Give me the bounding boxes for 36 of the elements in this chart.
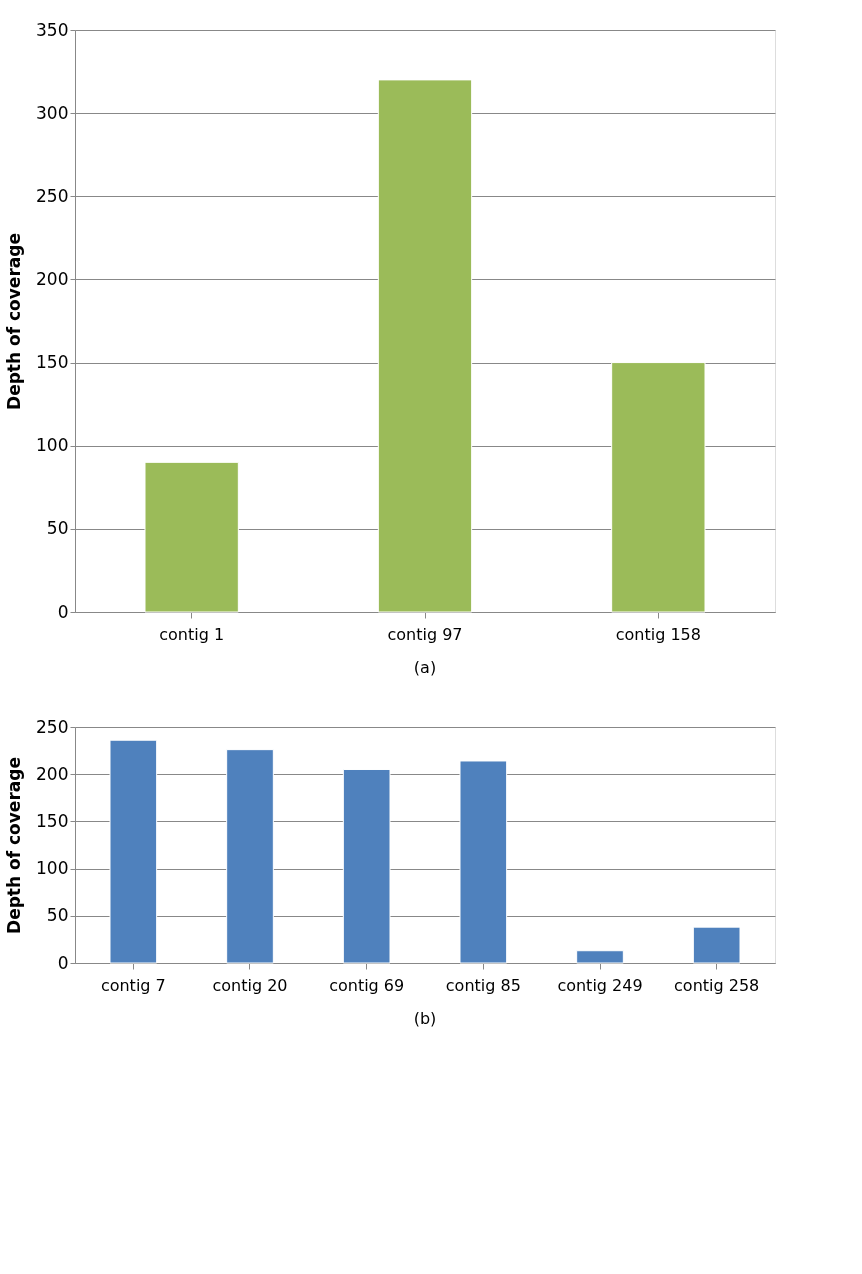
bar xyxy=(459,760,508,964)
x-tick-label: contig 69 xyxy=(329,975,405,995)
text: (b) xyxy=(413,1009,437,1028)
bar xyxy=(109,739,158,964)
x-tick-label: contig 1 xyxy=(159,624,225,644)
bar xyxy=(226,749,274,964)
y-tick-label: 300 xyxy=(36,102,69,123)
bar xyxy=(377,79,473,613)
x-tick-label: contig 97 xyxy=(387,624,463,644)
bar xyxy=(692,926,741,964)
y-tick-label: 0 xyxy=(57,952,69,973)
y-tick-label: 150 xyxy=(36,352,69,373)
y-tick-label: 200 xyxy=(36,268,69,289)
bar xyxy=(144,461,239,613)
y-tick-label: 0 xyxy=(57,601,69,622)
x-tick-label: contig 20 xyxy=(212,975,288,995)
x-tick-label: contig 249 xyxy=(557,975,643,995)
y-tick-label: 200 xyxy=(36,763,69,784)
x-tick-label: contig 158 xyxy=(615,624,701,644)
y-axis-title: Depth of coverage xyxy=(4,233,25,410)
x-tick-label: contig 85 xyxy=(445,975,521,995)
bar xyxy=(342,768,391,964)
x-tick-label: contig 7 xyxy=(100,975,166,995)
y-tick-label: 100 xyxy=(36,435,69,456)
y-tick-label: 100 xyxy=(36,858,69,879)
y-tick-label: 250 xyxy=(36,716,69,737)
bar xyxy=(611,362,706,613)
y-tick-label: 50 xyxy=(46,905,69,926)
text: (a) xyxy=(413,658,437,677)
y-tick-label: 50 xyxy=(46,518,69,539)
y-tick-label: 350 xyxy=(36,19,69,40)
bar xyxy=(576,950,624,964)
y-tick-label: 150 xyxy=(36,810,69,831)
y-axis-title: Depth of coverage xyxy=(4,757,25,934)
y-tick-label: 250 xyxy=(36,185,69,206)
x-tick-label: contig 258 xyxy=(674,975,760,995)
